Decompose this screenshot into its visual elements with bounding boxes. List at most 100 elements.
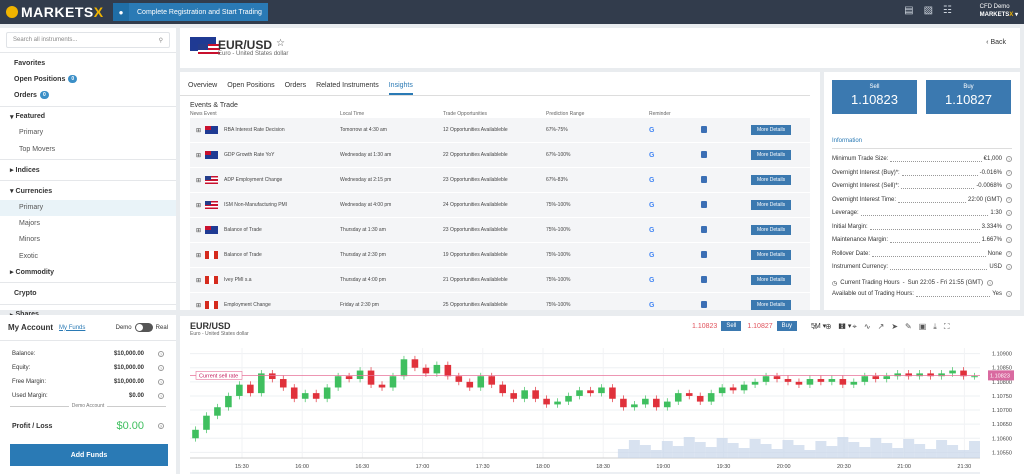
sidebar-item-primary[interactable]: Primary [0, 199, 176, 216]
help-icon[interactable]: ? [1006, 291, 1012, 297]
google-calendar-icon[interactable]: G [649, 301, 655, 309]
help-icon[interactable]: ? [1006, 250, 1012, 257]
help-icon[interactable]: ? [158, 393, 164, 399]
zoom-in-icon[interactable]: ⊕ [825, 322, 832, 331]
outlook-calendar-icon[interactable] [701, 250, 751, 260]
expand-icon[interactable]: ⊞ [196, 127, 202, 134]
help-icon[interactable]: ? [1006, 237, 1012, 243]
more-details-button[interactable]: More Details [751, 300, 792, 310]
more-details-button[interactable]: More Details [751, 275, 792, 285]
indicators-icon[interactable]: ♫ [812, 322, 818, 331]
outlook-calendar-icon[interactable] [701, 200, 751, 210]
favorites-item[interactable]: Favorites [0, 55, 176, 71]
more-details-button[interactable]: More Details [751, 200, 792, 210]
help-icon[interactable]: ? [1006, 196, 1012, 203]
sidebar-item-top-movers[interactable]: Top Movers [0, 141, 176, 157]
outlook-calendar-icon[interactable] [701, 225, 751, 235]
sidebar-item-currencies[interactable]: ▾ Currencies [0, 183, 176, 199]
zoom-out-icon[interactable]: ⊖ [838, 322, 846, 331]
more-details-button[interactable]: More Details [751, 175, 792, 185]
help-icon[interactable]: ? [1006, 169, 1012, 176]
outlook-calendar-icon[interactable] [701, 300, 751, 310]
more-details-button[interactable]: More Details [751, 125, 792, 135]
help-icon[interactable]: ? [158, 351, 164, 357]
tab-open-positions[interactable]: Open Positions [227, 82, 275, 89]
my-funds-link[interactable]: My Funds [59, 324, 86, 331]
orders-item[interactable]: Orders 0 [0, 87, 176, 103]
pencil-icon[interactable]: ✎ [905, 322, 912, 331]
demo-real-toggle[interactable]: Demo Real [116, 323, 168, 332]
search-input[interactable]: Search all instruments... ⚲ [6, 32, 170, 48]
tab-overview[interactable]: Overview [188, 82, 218, 89]
open-positions-item[interactable]: Open Positions 0 [0, 71, 176, 87]
sidebar-item-majors[interactable]: Majors [0, 216, 176, 232]
google-calendar-icon[interactable]: G [649, 151, 655, 159]
toggle-switch[interactable] [134, 323, 153, 332]
favorite-star-icon[interactable]: ☆ [276, 38, 285, 49]
help-icon[interactable]: ? [158, 365, 164, 371]
chart-buy-button[interactable]: Buy [776, 321, 797, 331]
sidebar-item-commodity[interactable]: ▸ Commodity [0, 264, 176, 280]
more-details-button[interactable]: More Details [751, 225, 792, 235]
brand-logo[interactable]: MARKETSX [6, 4, 110, 20]
sidebar-item-featured[interactable]: ▾ Featured [0, 109, 176, 125]
google-calendar-icon[interactable]: G [649, 276, 655, 284]
chart-type-icon[interactable]: ▮▮ ▾ [838, 323, 852, 330]
sidebar-item-indices[interactable]: ▸ Indices [0, 162, 176, 178]
back-button[interactable]: ‹ Back [986, 39, 1006, 46]
crosshair-icon[interactable]: ⌖ [852, 322, 857, 331]
fullscreen-icon[interactable]: ⛶ [943, 322, 950, 331]
timeframe-select[interactable]: 5M ▾ [810, 323, 827, 330]
buy-button[interactable]: Buy 1.10827 [926, 80, 1011, 114]
expand-icon[interactable]: ⊞ [196, 277, 202, 284]
cursor-icon[interactable]: ➤ [891, 322, 899, 331]
add-funds-button[interactable]: Add Funds [10, 444, 168, 466]
chart-sell-button[interactable]: Sell [721, 321, 742, 331]
help-icon[interactable]: ? [1006, 156, 1012, 162]
outlook-calendar-icon[interactable] [701, 275, 751, 285]
settings-icon[interactable]: ☷ [943, 5, 952, 16]
tab-related-instruments[interactable]: Related Instruments [316, 82, 379, 89]
google-calendar-icon[interactable]: G [649, 251, 655, 259]
trend-icon[interactable]: ↗ [877, 322, 885, 331]
layout-icon[interactable]: ▤ [904, 5, 914, 16]
expand-icon[interactable]: ⊞ [196, 252, 202, 259]
sidebar-item-exotic[interactable]: Exotic [0, 248, 176, 264]
help-icon[interactable]: ? [1006, 183, 1012, 189]
help-icon[interactable]: ? [158, 379, 164, 385]
google-calendar-icon[interactable]: G [649, 226, 655, 234]
google-calendar-icon[interactable]: G [649, 176, 655, 184]
expand-icon[interactable]: ⊞ [196, 177, 202, 184]
search-icon[interactable]: ⚲ [158, 37, 163, 44]
expand-icon[interactable]: ⊞ [196, 227, 202, 234]
chat-icon[interactable]: ▧ [923, 5, 934, 16]
draw-line-icon[interactable]: ∿ [863, 322, 871, 331]
expand-icon[interactable]: ⊞ [196, 152, 202, 159]
profit-loss-row: Profit / Loss $0.00? [0, 417, 176, 435]
account-menu[interactable]: CFD Demo MARKETSX ▾ [979, 4, 1018, 18]
help-icon[interactable]: ? [986, 280, 993, 286]
complete-registration-button[interactable]: ● Complete Registration and Start Trading [113, 3, 268, 21]
tab-orders[interactable]: Orders [284, 82, 307, 89]
google-calendar-icon[interactable]: G [649, 126, 655, 134]
tab-insights[interactable]: Insights [388, 82, 413, 95]
sidebar-item-minors[interactable]: Minors [0, 232, 176, 248]
sidebar-item-crypto[interactable]: Crypto [0, 285, 176, 301]
more-details-button[interactable]: More Details [751, 150, 792, 160]
sell-button[interactable]: Sell 1.10823 [832, 80, 917, 114]
outlook-calendar-icon[interactable] [701, 150, 751, 160]
expand-icon[interactable]: ⊞ [196, 302, 202, 309]
candlestick-chart[interactable]: 1.10900 1.10850 1.10800 1.10750 1.10700 1.106… [180, 342, 1024, 474]
help-icon[interactable]: ? [1006, 223, 1012, 230]
sidebar-item-primary[interactable]: Primary [0, 125, 176, 141]
download-icon[interactable]: ⤓ [933, 322, 937, 331]
help-icon[interactable]: ? [1006, 210, 1012, 216]
outlook-calendar-icon[interactable] [701, 125, 751, 135]
outlook-calendar-icon[interactable] [701, 175, 751, 185]
help-icon[interactable]: ? [158, 423, 164, 429]
google-calendar-icon[interactable]: G [649, 201, 655, 209]
more-details-button[interactable]: More Details [751, 250, 792, 260]
expand-icon[interactable]: ⊞ [196, 202, 202, 209]
screenshot-icon[interactable]: ▣ [918, 322, 927, 331]
help-icon[interactable]: ? [1006, 264, 1012, 270]
